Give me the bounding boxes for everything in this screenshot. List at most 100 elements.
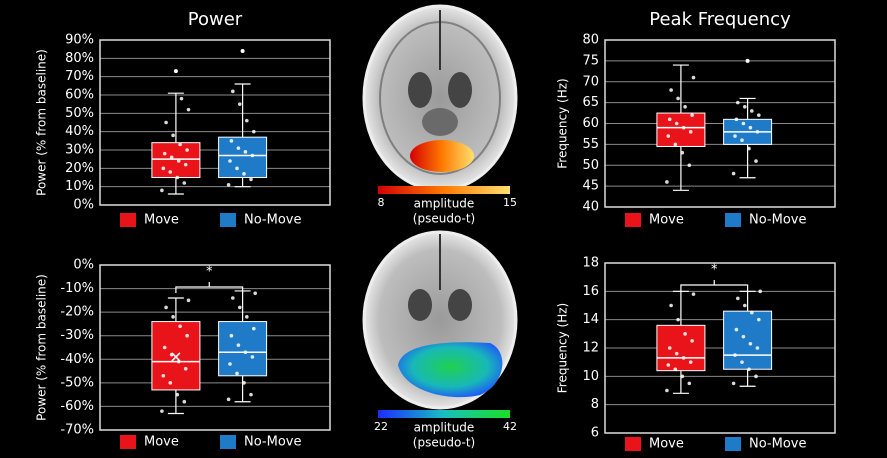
y-tick-label: -50% (60, 375, 94, 390)
y-tick-label: 0% (73, 258, 94, 273)
y-tick-label: 8 (591, 397, 599, 412)
data-point (176, 176, 180, 180)
data-point (164, 306, 168, 310)
y-tick-label: 50 (582, 158, 599, 173)
data-point (230, 139, 234, 143)
data-point (162, 374, 166, 378)
data-point (185, 334, 189, 338)
outlier (746, 59, 750, 63)
y-tick-label: 14 (582, 312, 599, 327)
colorbar-min: 8 (378, 196, 385, 209)
data-point (667, 134, 671, 138)
y-tick-label: -60% (60, 399, 94, 414)
data-point (669, 304, 673, 308)
legend-label: No-Move (749, 213, 806, 228)
y-axis-label: Frequency (Hz) (556, 303, 570, 394)
y-tick-label: -20% (60, 305, 94, 320)
plot-frame (100, 265, 330, 430)
box (657, 325, 705, 370)
data-point (747, 147, 751, 151)
chart-title: Power (188, 9, 243, 30)
data-point (688, 382, 692, 386)
significance-star: * (711, 263, 718, 278)
data-point (742, 335, 746, 339)
colorbar-max: 42 (503, 420, 517, 433)
data-point (183, 400, 187, 404)
box (152, 143, 200, 178)
data-point (736, 101, 740, 105)
y-tick-label: 10 (582, 369, 599, 384)
data-point (675, 122, 679, 126)
y-tick-label: 75 (582, 53, 599, 68)
data-point (163, 152, 167, 156)
legend-label: Move (144, 435, 179, 450)
legend-label: Move (649, 437, 684, 452)
plot-frame (100, 40, 330, 205)
data-point (245, 315, 249, 319)
brain-image (364, 232, 516, 408)
data-point (164, 121, 168, 125)
colorbar-min: 22 (374, 420, 388, 433)
y-tick-label: 40% (65, 124, 94, 139)
data-point (683, 105, 687, 109)
legend-swatch (725, 437, 741, 451)
data-point (743, 304, 747, 308)
box (219, 322, 267, 376)
data-point (736, 297, 740, 301)
colorbar-label: amplitude (414, 421, 475, 435)
brain-image (364, 6, 516, 190)
y-tick-label: 0% (73, 198, 94, 213)
data-point (160, 409, 164, 413)
y-axis-label: Power (% from baseline) (35, 49, 49, 196)
data-point (251, 154, 255, 158)
data-point (735, 118, 739, 122)
data-point (162, 167, 166, 171)
data-point (171, 315, 175, 319)
data-point (735, 328, 739, 332)
legend-swatch (625, 213, 641, 227)
y-tick-label: 65 (582, 95, 599, 110)
y-tick-label: -70% (60, 423, 94, 438)
data-point (667, 363, 671, 367)
box (219, 137, 267, 177)
data-point (681, 375, 685, 379)
colorbar-max: 15 (503, 196, 517, 209)
data-point (749, 342, 753, 346)
y-tick-label: -30% (60, 328, 94, 343)
data-point (244, 150, 248, 154)
data-point (747, 367, 751, 371)
data-point (249, 178, 253, 182)
data-point (230, 334, 234, 338)
data-point (187, 299, 191, 303)
significance-bracket (176, 282, 243, 293)
data-point (676, 318, 680, 322)
data-point (689, 360, 693, 364)
outlier (241, 49, 245, 53)
legend-label: Move (649, 213, 684, 228)
data-point (251, 355, 255, 359)
data-point (732, 382, 736, 386)
legend-swatch (220, 213, 236, 227)
chart-title: Peak Frequency (649, 9, 791, 30)
data-point (249, 393, 253, 397)
y-tick-label: 60 (582, 116, 599, 131)
data-point (757, 318, 761, 322)
y-tick-label: 18 (582, 256, 599, 271)
data-point (690, 113, 694, 117)
data-point (170, 156, 174, 160)
y-tick-label: -10% (60, 281, 94, 296)
data-point (682, 126, 686, 130)
data-point (180, 97, 184, 101)
data-point (682, 356, 686, 360)
data-point (750, 109, 754, 113)
y-tick-label: 60% (65, 88, 94, 103)
y-tick-label: 20% (65, 161, 94, 176)
data-point (237, 343, 241, 347)
data-point (185, 148, 189, 152)
data-point (668, 118, 672, 122)
box (657, 113, 705, 146)
legend-swatch (220, 435, 236, 449)
data-point (178, 143, 182, 147)
data-point (238, 102, 242, 106)
data-point (674, 367, 678, 371)
